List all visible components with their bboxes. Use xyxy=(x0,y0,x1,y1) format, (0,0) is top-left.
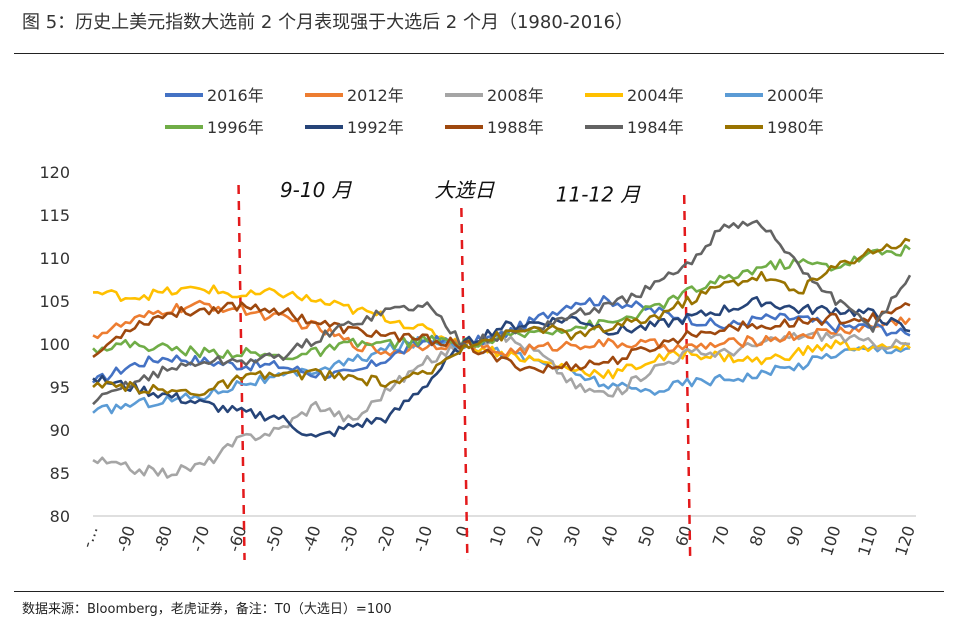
y-tick-label: 120 xyxy=(39,163,70,182)
series-line xyxy=(92,299,911,358)
x-tick-label: 60 xyxy=(672,523,696,548)
x-tick-label: -10 xyxy=(410,523,436,554)
y-tick-label: 95 xyxy=(50,378,70,397)
x-tick-label: 70 xyxy=(709,523,733,548)
x-tick-label: -70 xyxy=(187,523,213,554)
series-line xyxy=(92,335,911,415)
legend-label: 1996年 xyxy=(207,118,264,137)
annotation-label: 9-10 月 xyxy=(280,178,353,202)
x-tick-label: 30 xyxy=(560,523,584,548)
annotation-label: 11-12 月 xyxy=(556,183,641,207)
x-tick-label: 100 xyxy=(817,523,845,558)
x-tick-label: 80 xyxy=(746,523,770,548)
x-tick-label: -20 xyxy=(373,523,399,554)
x-tick-label: -80 xyxy=(150,523,176,554)
x-tick-label: -60 xyxy=(224,523,250,554)
legend-label: 1984年 xyxy=(627,118,684,137)
legend-label: 2016年 xyxy=(207,86,264,105)
legend: 2016年 2012年 2008年 2004年 2000年 1996年 1992年 1988年… xyxy=(165,86,824,137)
reference-lines xyxy=(237,184,692,561)
legend-label: 1988年 xyxy=(487,118,544,137)
legend-label: 1980年 xyxy=(767,118,824,137)
legend-label: 1992年 xyxy=(347,118,404,137)
bottom-rule xyxy=(14,591,944,592)
x-axis: -… -90 -80 -70 -60 -50 -40 -30 -20 -10 0 10 20 30 40 50… xyxy=(77,515,919,558)
x-tick-label: 20 xyxy=(523,523,547,548)
series-line xyxy=(92,284,911,380)
top-rule xyxy=(14,53,944,54)
x-tick-label: -30 xyxy=(336,523,362,554)
x-tick-label: 40 xyxy=(597,523,621,548)
x-tick-label: 10 xyxy=(486,523,510,548)
y-tick-label: 90 xyxy=(50,421,70,440)
legend-label: 2012年 xyxy=(347,86,404,105)
plot-area xyxy=(91,219,912,479)
series-line xyxy=(92,295,911,438)
y-tick-label: 105 xyxy=(39,292,70,311)
x-tick-label: -40 xyxy=(298,523,324,554)
legend-label: 2004年 xyxy=(627,86,684,105)
series-line xyxy=(92,219,912,406)
x-tick-label: 120 xyxy=(891,523,919,558)
y-tick-label: 110 xyxy=(39,249,70,268)
line-chart: 2016年 2012年 2008年 2004年 2000年 1996年 1992年 1988年… xyxy=(39,86,919,561)
series-line xyxy=(92,244,911,361)
x-tick-label: 0 xyxy=(452,523,473,539)
x-tick-label: 90 xyxy=(783,523,807,548)
figure-title: 图 5：历史上美元指数大选前 2 个月表现强于大选后 2 个月（1980-201… xyxy=(22,12,634,33)
y-tick-label: 100 xyxy=(39,335,70,354)
y-tick-label: 85 xyxy=(50,464,70,483)
legend-label: 2008年 xyxy=(487,86,544,105)
x-tick-label: 50 xyxy=(634,523,658,548)
y-tick-label: 115 xyxy=(39,206,70,225)
series-line xyxy=(92,237,911,397)
source-note: 数据来源：Bloomberg，老虎证券，备注：T0（大选日）=100 xyxy=(22,602,392,617)
x-tick-label: 110 xyxy=(854,523,882,558)
annotations: 9-10 月 大选日 11-12 月 xyxy=(280,178,641,206)
annotation-label: 大选日 xyxy=(434,178,495,202)
y-axis: 80 85 90 95 100 105 110 115 120 xyxy=(39,163,70,526)
x-tick-label: -50 xyxy=(261,523,287,554)
reference-line xyxy=(237,184,246,561)
x-tick-label: -90 xyxy=(113,523,139,554)
x-tick-label: -… xyxy=(77,523,102,550)
series-line xyxy=(92,301,911,374)
reference-line xyxy=(682,194,692,561)
legend-label: 2000年 xyxy=(767,86,824,105)
y-tick-label: 80 xyxy=(50,507,70,526)
reference-line xyxy=(460,207,469,561)
series-line xyxy=(91,294,911,384)
